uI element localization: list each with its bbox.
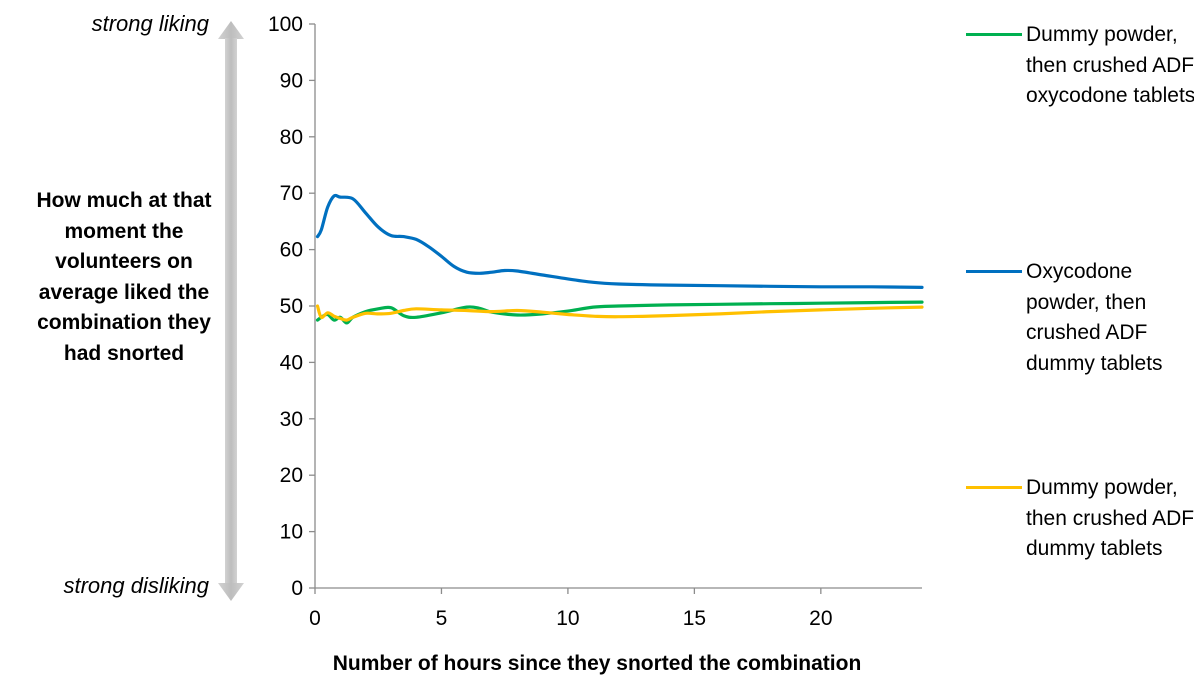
x-tick-label: 10 (556, 607, 579, 630)
series-lines (315, 193, 924, 325)
x-tick-label: 20 (809, 607, 832, 630)
y-tick-label: 10 (280, 521, 303, 544)
legend-swatch-yellow (966, 486, 1022, 489)
y-tick-label: 70 (280, 182, 303, 205)
x-tick-label: 0 (309, 607, 321, 630)
y-axis-ticks: 0 10 20 30 40 50 60 70 80 90 100 (268, 13, 315, 600)
legend-swatch-green (966, 33, 1022, 36)
y-tick-label: 40 (280, 351, 303, 374)
arrow-down-head (218, 583, 244, 601)
y-tick-label: 100 (268, 13, 303, 36)
x-axis-ticks: 0 5 10 15 20 (309, 588, 833, 630)
strong-disliking-annotation: strong disliking (63, 573, 209, 598)
y-tick-label: 20 (280, 464, 303, 487)
strong-liking-annotation: strong liking (92, 11, 210, 36)
series-line-blue (315, 193, 924, 289)
x-tick-label: 5 (436, 607, 448, 630)
arrow-shaft (225, 38, 237, 584)
x-axis-title: Number of hours since they snorted the c… (333, 652, 862, 675)
y-tick-label: 60 (280, 239, 303, 262)
arrow-up-head (218, 21, 244, 39)
series-line-yellow (315, 304, 924, 322)
y-tick-label: 80 (280, 126, 303, 149)
y-tick-label: 50 (280, 295, 303, 318)
x-tick-label: 15 (683, 607, 706, 630)
series-line-green (315, 300, 924, 325)
legend-label-yellow: Dummy powder, then crushed ADF dummy tab… (1026, 476, 1194, 560)
legend-swatch-blue (966, 270, 1022, 273)
legend-label-green: Dummy powder, then crushed ADF oxycodone… (1026, 23, 1194, 107)
legend-label-blue: Oxycodone powder, then crushed ADF dummy… (1026, 260, 1163, 375)
y-tick-label: 0 (291, 577, 303, 600)
y-axis-title: How much at that moment the volunteers o… (36, 189, 212, 365)
y-tick-label: 90 (280, 69, 303, 92)
y-tick-label: 30 (280, 408, 303, 431)
liking-scale-arrow (218, 21, 244, 601)
